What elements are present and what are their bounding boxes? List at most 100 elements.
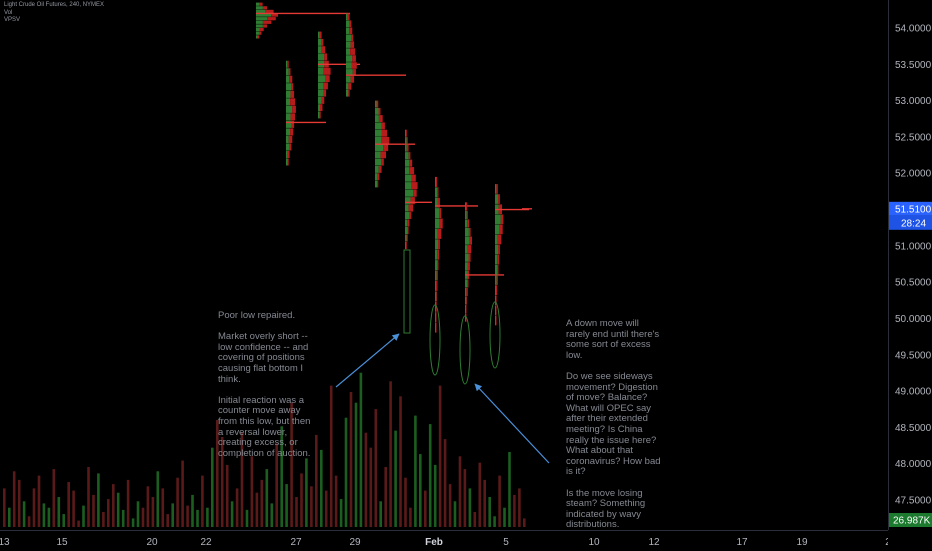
profile-bar-red [439,208,442,219]
profile-bar-green [495,285,496,295]
volume-indicator-label[interactable]: Vol [4,9,13,16]
profile-bar-green [435,208,440,219]
profile-bar-red [348,90,350,97]
chart-canvas[interactable] [0,0,888,530]
time-axis-label: 17 [736,537,748,548]
profile-bar-red [496,285,498,295]
profile-bar-red [292,105,296,113]
profile-bar-green [405,219,408,227]
volume-bar [364,432,368,527]
time-axis-label: 22 [200,537,212,548]
profile-bar-green [318,97,322,104]
volume-bar [320,449,323,527]
volume-bar [453,501,457,527]
countdown-badge [889,215,932,230]
volume-bar [419,454,422,527]
excess-low-ellipse [489,301,501,369]
volume-bar [17,479,21,527]
volume-bar [468,488,472,527]
profile-bar-green [465,245,468,254]
volume-bar [354,402,358,527]
profile-bar-green [318,53,325,61]
profile-bar-green [256,24,263,28]
profile-bar-green [375,144,384,152]
profile-bar-green [256,2,259,6]
time-axis-label: 20 [146,537,158,548]
volume-bar [384,467,387,527]
profile-bar-green [318,82,323,90]
volume-bar [483,479,486,527]
profile-bar-red [347,13,350,21]
volume-bar [433,464,437,527]
volume-bar [22,501,26,527]
profile-bar-red [257,35,260,39]
annotation-left-note[interactable]: Poor low repaired. Market overly short -… [218,310,311,459]
profile-bar-red [437,228,442,239]
profile-bar-green [435,301,436,312]
volume-bar [428,424,432,527]
profile-bar-green [435,291,437,302]
profile-bar-red [267,17,276,21]
profile-bar-green [405,137,407,145]
profile-bar-red [466,210,468,219]
profile-bar-green [495,224,500,235]
profile-bar-red [351,62,357,69]
volume-bar [250,456,254,527]
volume-bar [166,514,169,527]
time-axis-label: 2 [885,537,888,548]
profile-bar-green [346,48,350,55]
profile-bar-green [318,38,322,46]
profile-bar-red [438,239,440,250]
profile-bar-green [346,55,353,62]
volume-bar [300,473,303,527]
profile-bar-green [465,262,468,271]
annotation-right-note[interactable]: A down move will rarely end until there'… [566,318,661,531]
profile-bar-red [259,31,262,35]
vpsv-indicator-label[interactable]: VPSV [4,17,21,23]
profile-bar-green [465,219,468,228]
profile-bar-green [375,100,377,108]
profile-bar-red [466,287,468,297]
profile-bar-green [405,242,406,250]
annotation-arrow-right [474,383,550,464]
price-axis[interactable]: 54.0000 53.5000 53.0000 52.5000 52.0000 51.00… [888,0,932,530]
profile-bar-red [290,98,296,106]
profile-bar-green [286,143,290,151]
profile-bar-green [286,68,289,76]
profile-bar-red [262,20,272,24]
profile-bar-red [413,189,417,197]
volume-bar [334,475,338,527]
profile-bar-red [319,111,321,119]
volume-bar [394,430,397,527]
last-price-badge [889,201,932,216]
profile-bar-red [376,100,379,108]
profile-bar-green [256,35,258,39]
volume-bar [404,477,407,527]
price-tick-label: 52.5000 [895,132,932,143]
profile-bar-green [346,90,349,97]
volume-bar [498,475,501,527]
volume-bar [57,497,61,527]
excess-low-ellipse [429,304,441,376]
volume-bar [116,492,120,527]
profile-bar-green [256,31,260,35]
profile-bar-red [290,128,294,136]
excess-low-ellipse [459,315,471,385]
profile-bar-red [289,143,292,151]
volume-bar [463,469,467,527]
profile-bar-green [286,128,291,136]
profile-bar-red [498,244,500,255]
profile-bar-green [405,167,409,175]
time-axis[interactable]: 13 15 20 22 27 29 Feb 5 10 12 17 19 2 [0,530,888,551]
profile-bar-green [318,67,324,75]
profile-bar-red [436,312,437,323]
profile-bar-green [405,129,406,137]
volume-bar [513,494,516,527]
volume-bar [339,499,343,527]
profile-bar-green [286,60,288,68]
profile-bar-green [346,41,351,48]
volume-bar [156,471,160,527]
volume-bar [8,507,11,527]
profile-bar-red [323,89,327,97]
